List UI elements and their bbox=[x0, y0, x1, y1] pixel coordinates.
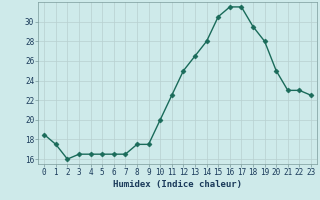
X-axis label: Humidex (Indice chaleur): Humidex (Indice chaleur) bbox=[113, 180, 242, 189]
